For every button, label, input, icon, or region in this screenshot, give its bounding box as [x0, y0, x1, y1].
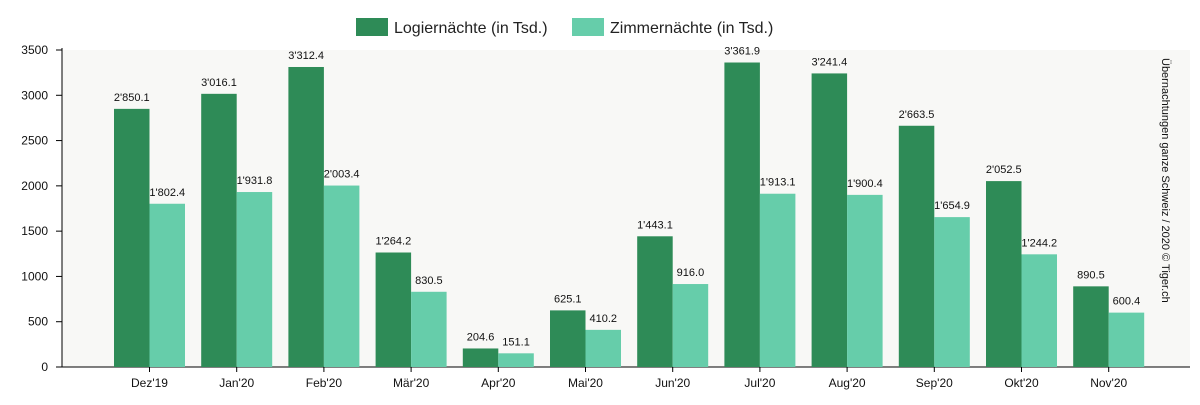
x-tick-label: Dez'19 — [131, 376, 168, 390]
y-tick-label: 0 — [41, 360, 48, 374]
data-label: 151.1 — [502, 336, 530, 348]
bar-logiernaechte — [288, 66, 324, 367]
y-tick-label: 2000 — [21, 179, 48, 193]
bar-zimmernaechte — [672, 284, 709, 367]
bar-zimmernaechte — [1021, 254, 1057, 367]
y-tick-label: 500 — [28, 315, 48, 329]
data-label: 1'654.9 — [934, 200, 970, 212]
x-tick-label: Sep'20 — [916, 376, 953, 390]
bar-zimmernaechte — [1108, 312, 1145, 367]
side-note: Übernachtungen ganze Schweiz / 2020 © Ti… — [1159, 58, 1171, 303]
bar-zimmernaechte — [759, 193, 796, 367]
data-label: 3'361.9 — [724, 46, 760, 58]
y-tick-label: 2500 — [21, 134, 48, 148]
data-label: 3'016.1 — [201, 77, 237, 89]
data-label: 625.1 — [554, 293, 582, 305]
x-tick-label: Okt'20 — [1004, 376, 1039, 390]
bar-zimmernaechte — [149, 203, 185, 367]
data-label: 916.0 — [677, 267, 705, 279]
bar-zimmernaechte — [236, 192, 273, 367]
bar-logiernaechte — [375, 252, 412, 367]
bar-logiernaechte — [986, 181, 1022, 367]
data-label: 2'850.1 — [114, 92, 150, 104]
x-tick-label: Mär'20 — [393, 376, 430, 390]
x-tick-label: Apr'20 — [481, 376, 516, 390]
data-label: 1'244.2 — [1021, 237, 1057, 249]
data-label: 830.5 — [415, 275, 443, 287]
x-tick-label: Nov'20 — [1090, 376, 1127, 390]
x-tick-label: Jun'20 — [655, 376, 690, 390]
data-label: 2'663.5 — [899, 109, 935, 121]
bar-logiernaechte — [1073, 286, 1109, 367]
legend-swatch-2 — [572, 18, 604, 36]
data-label: 1'913.1 — [760, 177, 796, 189]
legend-label-1: Logiernächte (in Tsd.) — [394, 20, 548, 37]
bar-logiernaechte — [724, 62, 760, 368]
y-tick-label: 3000 — [21, 88, 48, 102]
legend-label-2: Zimmernächte (in Tsd.) — [610, 20, 773, 37]
data-label: 1'802.4 — [149, 187, 185, 199]
y-tick-label: 3500 — [21, 43, 48, 57]
data-label: 1'443.1 — [637, 219, 673, 231]
bar-logiernaechte — [898, 125, 935, 367]
legend: Logiernächte (in Tsd.) Zimmernächte (in T… — [356, 18, 773, 37]
data-label: 1'931.8 — [237, 175, 273, 187]
bar-zimmernaechte — [585, 329, 621, 367]
bar-logiernaechte — [114, 108, 150, 368]
x-tick-label: Mai'20 — [568, 376, 603, 390]
bar-zimmernaechte — [411, 291, 447, 367]
bar-logiernaechte — [637, 236, 673, 367]
data-label: 3'241.4 — [811, 56, 847, 68]
y-tick-label: 1500 — [21, 224, 48, 238]
data-labels: 2'850.1 1'802.4 3'016.1 1'931.8 3'312.4 2'003… — [114, 46, 1140, 349]
y-axis: 0 500 1000 1500 2000 2500 3000 3500 — [21, 43, 63, 374]
data-label: 3'312.4 — [288, 50, 324, 62]
data-label: 410.2 — [589, 313, 617, 325]
bar-logiernaechte — [811, 73, 848, 368]
bar-logiernaechte — [550, 310, 586, 367]
x-tick-label: Feb'20 — [306, 376, 343, 390]
bar-logiernaechte — [201, 93, 237, 367]
data-label: 890.5 — [1077, 269, 1105, 281]
data-label: 1'264.2 — [375, 235, 411, 247]
x-tick-label: Jul'20 — [744, 376, 775, 390]
bar-zimmernaechte — [934, 217, 970, 367]
bar-zimmernaechte — [498, 353, 534, 367]
data-label: 600.4 — [1113, 296, 1141, 308]
x-axis: Dez'19 Jan'20 Feb'20 Mär'20 Apr'20 Mai'20 Jun'… — [56, 366, 1190, 390]
x-tick-label: Jan'20 — [219, 376, 254, 390]
data-label: 2'003.4 — [324, 169, 360, 181]
x-tick-label: Aug'20 — [829, 376, 866, 390]
bar-logiernaechte — [462, 348, 499, 367]
bar-zimmernaechte — [847, 194, 883, 367]
bars — [114, 62, 1145, 368]
legend-swatch-1 — [356, 18, 388, 36]
bar-zimmernaechte — [323, 185, 360, 367]
y-tick-label: 1000 — [21, 269, 48, 283]
data-label: 204.6 — [467, 331, 495, 343]
data-label: 1'900.4 — [847, 178, 883, 190]
data-label: 2'052.5 — [986, 164, 1022, 176]
